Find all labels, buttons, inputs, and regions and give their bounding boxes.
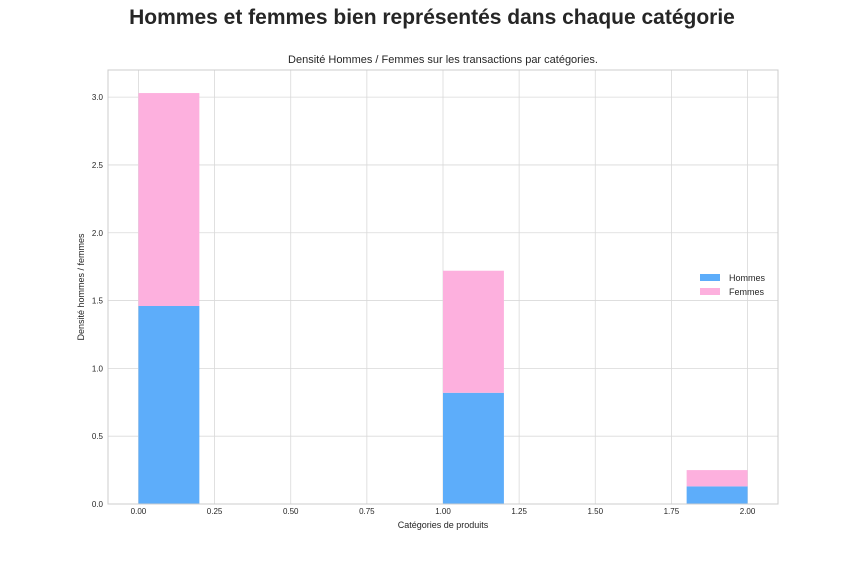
y-tick-label: 1.0: [92, 364, 104, 373]
legend-label-femmes: Femmes: [729, 287, 765, 297]
x-tick-label: 2.00: [740, 507, 756, 516]
x-tick-label: 0.75: [359, 507, 375, 516]
x-tick-label: 1.50: [587, 507, 603, 516]
legend-swatch-hommes: [700, 274, 720, 281]
plot-frame: [107, 69, 779, 505]
bar-hommes: [138, 305, 200, 504]
chart-title: Densité Hommes / Femmes sur les transact…: [288, 54, 598, 66]
bar-femmes: [138, 93, 200, 306]
legend-label-hommes: Hommes: [729, 273, 766, 283]
y-ticks: 0.0 0.5 1.0 1.5 2.0 2.5 3.0: [92, 93, 104, 509]
x-tick-label: 0.00: [131, 507, 147, 516]
y-tick-label: 2.0: [92, 229, 104, 238]
bar-femmes: [686, 470, 748, 487]
x-tick-label: 1.25: [511, 507, 527, 516]
legend-swatch-femmes: [700, 288, 720, 295]
figure-title: Hommes et femmes bien représentés dans c…: [129, 6, 735, 29]
bar-femmes: [443, 270, 504, 393]
x-tick-label: 0.25: [207, 507, 223, 516]
y-axis-label: Densité hommes / femmes: [76, 233, 86, 341]
x-axis-label: Catégories de produits: [398, 520, 489, 530]
x-tick-label: 0.50: [283, 507, 299, 516]
legend: Hommes Femmes: [700, 273, 766, 297]
y-tick-label: 0.0: [92, 500, 104, 509]
bar-hommes: [443, 392, 504, 504]
bar-hommes: [686, 486, 748, 504]
x-tick-label: 1.75: [664, 507, 680, 516]
x-ticks: 0.00 0.25 0.50 0.75 1.00 1.25 1.50 1.75 2.00: [131, 507, 756, 516]
y-tick-label: 0.5: [92, 432, 104, 441]
x-tick-label: 1.00: [435, 507, 451, 516]
bars: [138, 93, 748, 504]
y-tick-label: 3.0: [92, 93, 104, 102]
y-tick-label: 2.5: [92, 161, 104, 170]
y-tick-label: 1.5: [92, 297, 104, 306]
